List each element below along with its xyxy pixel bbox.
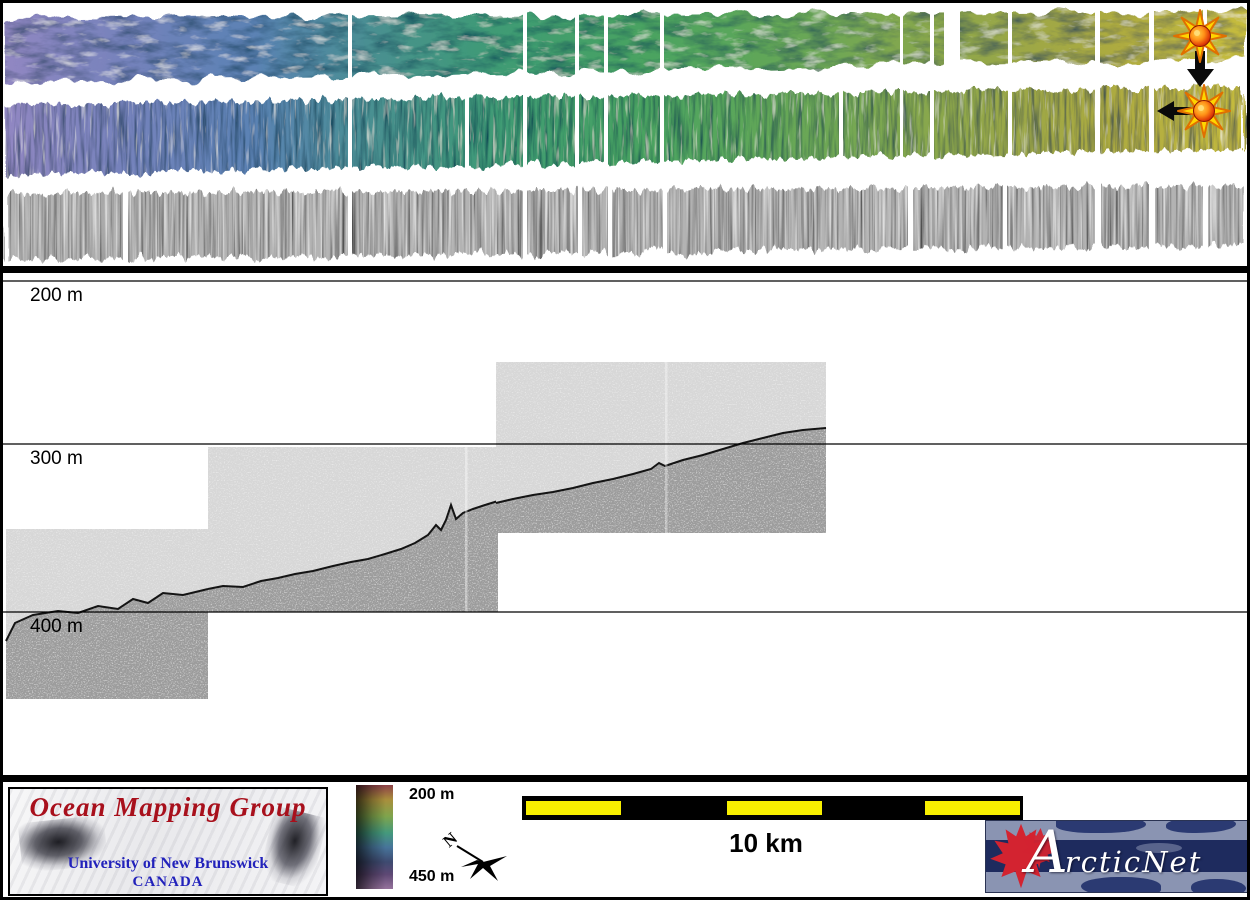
scale-bar-segment [526,801,621,815]
seismic-subbottom-left [6,589,208,699]
data-gap [123,179,128,266]
data-gap [604,3,608,97]
data-gap [1149,81,1154,183]
arcticnet-text: ArcticNet [1026,820,1203,886]
bathymetry-panel [5,3,1245,266]
seismic-segments [5,362,827,699]
scale-bar [522,796,1023,820]
data-gap [839,81,843,183]
data-gap [900,81,903,183]
colorbar-bottom-label: 450 m [409,868,455,885]
maple-leaf-icon [990,823,1057,889]
strip-shaded-relief-side-lit [5,87,1245,175]
panel-divider [3,775,1247,782]
seafloor-line [207,500,499,590]
data-gap [604,81,608,183]
arctic-map-shape [1056,821,1146,833]
data-gap [523,3,527,97]
strip2-data-gaps [348,81,1154,183]
omg-title: Ocean Mapping Group [29,792,307,822]
data-gap [1149,3,1154,97]
data-gap [608,179,612,266]
arctic-map-shape [1081,877,1161,892]
data-gap [348,81,352,183]
strip-shaded-relief-top-lit [5,11,1245,83]
arcticnet-logo: ArcticNet [985,820,1247,893]
data-gap [1149,179,1155,266]
scale-bar-segment [727,801,822,815]
data-gap [523,179,527,266]
data-gap [900,3,903,97]
artifact-stripe [665,362,668,533]
data-gap [523,81,527,183]
omg-country: CANADA [132,874,204,890]
data-gap [1095,81,1100,183]
data-gap [1003,179,1007,266]
data-gap [944,3,960,97]
data-gap [465,81,469,183]
down-arrow-icon [1187,51,1214,87]
data-gap [930,81,934,183]
subbottom-profile-panel: 200 m 300 m 400 m [3,280,1247,699]
arctic-map-shape [1136,843,1182,853]
artifact-stripe [465,447,468,612]
arctic-map-shape [1191,879,1246,892]
data-gap [1008,81,1012,183]
panel-divider [3,266,1247,273]
scale-label: 10 km [729,828,803,858]
sun-icon [1157,84,1231,138]
seafloor-line [5,588,209,642]
seismic-subbottom-middle [208,501,498,612]
data-gap [1203,179,1208,266]
data-gap [1095,179,1101,266]
arctic-map-shape [1166,821,1236,833]
omg-university: University of New Brunswick [67,855,269,872]
data-gap [660,81,664,183]
data-gap [1203,3,1207,97]
colorbar-top-label: 200 m [409,786,455,803]
depth-label-300m: 300 m [30,448,83,469]
data-gap [1008,3,1012,97]
data-gap [575,81,579,183]
seismic-water-column-left [6,529,208,641]
data-gap [660,3,664,97]
strip1-data-gaps [348,3,1207,97]
sun-icon [1173,9,1227,87]
data-gap [1095,3,1100,97]
north-arrow: N [441,828,507,881]
data-gap [663,179,667,266]
data-gap [578,179,582,266]
depth-colorbar [356,785,393,889]
depth-label-200m: 200 m [30,285,83,306]
data-gap [348,179,352,266]
scale-bar-segment [925,801,1020,815]
data-gap [348,3,352,97]
omg-logo: Ocean Mapping Group University of New Br… [8,787,328,896]
seismic-water-column-middle [208,447,498,589]
data-gap [930,3,934,97]
strip-backscatter [5,186,1245,260]
seismic-water-column-right [496,362,826,503]
strip3-data-gaps [123,179,1208,266]
data-gap [575,3,579,97]
data-gap [908,179,913,266]
depth-label-400m: 400 m [30,616,83,637]
footer: Ocean Mapping Group University of New Br… [3,782,1247,897]
compass-star-icon [461,856,507,881]
north-needle [456,845,484,863]
seismic-subbottom-right [496,428,826,533]
seafloor-line [495,427,827,504]
